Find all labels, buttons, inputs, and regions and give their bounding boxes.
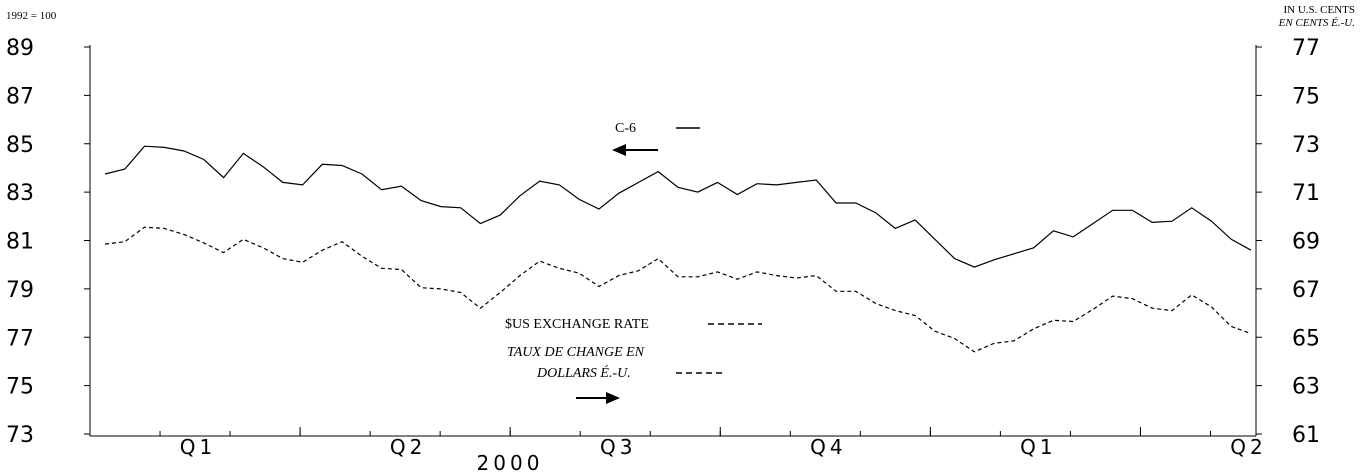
x-axis-ticks: Q1 Q2 Q3 Q4 Q1 Q2 (89, 427, 1266, 459)
legend-fx-label-fr-2: DOLLARS É.-U. (536, 364, 631, 381)
left-tick-label: 77 (6, 326, 34, 351)
left-tick-label: 73 (6, 423, 34, 448)
left-tick-label: 75 (6, 375, 34, 400)
legend-fx-label-en: $US EXCHANGE RATE (505, 317, 649, 332)
series-line-c6 (104, 145, 1252, 268)
right-tick-label: 63 (1292, 375, 1320, 400)
quarter-label: Q2 (1230, 435, 1266, 459)
legend-fx: $US EXCHANGE RATE TAUX DE CHANGE EN DOLL… (505, 317, 762, 404)
quarter-label: Q3 (600, 435, 636, 459)
right-tick-label: 77 (1292, 36, 1320, 61)
left-tick-label: 81 (6, 230, 34, 255)
series-line-exchange-rate (104, 226, 1252, 353)
left-axis-unit-label: 1992 = 100 (6, 10, 57, 22)
left-arrow-icon (612, 144, 658, 156)
right-tick-label: 75 (1292, 84, 1320, 109)
quarter-label: Q1 (1020, 435, 1056, 459)
right-arrow-icon (576, 392, 620, 404)
quarter-label: Q4 (810, 435, 846, 459)
left-axis-ticks: 89 87 85 83 81 79 77 75 73 (6, 36, 90, 448)
right-axis-unit-label-en: IN U.S. CENTS (1283, 4, 1355, 16)
left-tick-label: 89 (6, 36, 34, 61)
left-tick-label: 85 (6, 133, 34, 158)
series-layer (104, 145, 1252, 353)
right-tick-label: 61 (1292, 423, 1320, 448)
right-tick-label: 71 (1292, 181, 1320, 206)
left-tick-label: 83 (6, 181, 34, 206)
legend-c6: C-6 (612, 121, 700, 156)
right-tick-label: 73 (1292, 133, 1320, 158)
quarter-label: Q2 (390, 435, 426, 459)
left-tick-label: 87 (6, 84, 34, 109)
right-axis-unit-label-fr: EN CENTS É.-U. (1278, 17, 1355, 29)
quarter-label: Q1 (180, 435, 216, 459)
legend-fx-label-fr-1: TAUX DE CHANGE EN (507, 345, 645, 360)
right-tick-label: 67 (1292, 278, 1320, 303)
right-tick-label: 69 (1292, 230, 1320, 255)
legend-c6-label: C-6 (615, 121, 636, 136)
right-axis-ticks: 77 75 73 71 69 67 65 63 61 (1256, 36, 1320, 448)
right-tick-label: 65 (1292, 326, 1320, 351)
left-tick-label: 79 (6, 278, 34, 303)
year-label: 2000 (477, 451, 544, 474)
